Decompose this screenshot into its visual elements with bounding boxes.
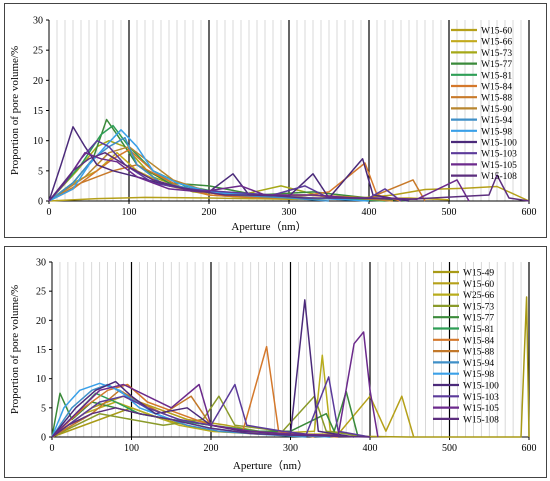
legend-label: W15-90: [481, 105, 512, 115]
series-group: [51, 296, 530, 438]
x-axis-title: Aperture（nm）: [231, 220, 306, 233]
y-tick-label: 0: [41, 433, 46, 444]
x-tick-label: 500: [442, 443, 457, 454]
y-tick-label: 0: [38, 197, 43, 208]
y-tick-label: 5: [38, 166, 43, 177]
legend-label: W15-100: [463, 382, 499, 392]
y-tick-label: 10: [33, 136, 43, 147]
legend-label: W15-77: [463, 314, 494, 324]
series-group: [48, 118, 530, 202]
legend-label: W15-49: [463, 269, 494, 279]
legend: W15-60W15-66W15-73W15-77W15-81W15-84W15-…: [451, 27, 517, 182]
y-tick-label: 25: [33, 46, 43, 57]
legend-label: W15-73: [481, 49, 512, 59]
legend-label: W15-103: [463, 393, 499, 403]
series-line-W15-103: [51, 376, 371, 438]
grid: [51, 262, 530, 437]
series-line-W15-108: [51, 407, 371, 438]
legend-label: W15-94: [463, 359, 494, 369]
legend-label: W15-60: [463, 280, 494, 290]
x-tick-label: 200: [202, 207, 217, 218]
y-tick-label: 15: [36, 345, 46, 356]
y-tick-label: 20: [33, 76, 43, 87]
y-tick-label: 25: [36, 287, 46, 298]
y-tick-label: 5: [41, 403, 46, 414]
y-tick-label: 20: [36, 316, 46, 327]
x-tick-label: 600: [522, 443, 537, 454]
legend-label: W15-105: [481, 161, 517, 171]
x-tick-label: 100: [122, 207, 137, 218]
series-line-W15-108: [48, 151, 530, 202]
legend: W15-49W15-60W25-66W15-73W15-77W15-81W15-…: [433, 269, 499, 425]
legend-label: W15-81: [463, 325, 494, 335]
x-tick-label: 400: [362, 207, 377, 218]
legend-label: W15-81: [481, 71, 512, 81]
legend-label: W15-66: [481, 38, 512, 48]
x-tick-label: 300: [283, 443, 298, 454]
series-line-W15-100: [51, 299, 355, 438]
legend-label: W15-103: [481, 150, 517, 160]
y-tick-label: 10: [36, 374, 46, 385]
y-tick-label: 15: [33, 106, 43, 117]
legend-label: W15-94: [481, 116, 512, 126]
y-axis-title: Proportion of pore volume/%: [9, 285, 21, 414]
legend-label: W15-98: [481, 127, 512, 137]
series-line-W15-77: [48, 118, 410, 202]
x-tick-label: 0: [50, 443, 55, 454]
series-line-W15-105: [51, 331, 379, 438]
chart-panel-bottom: 0 5 10 15 20 25 30 0 100 200 300 400 500 600 Aperture（…: [4, 246, 547, 478]
legend-label: W15-77: [481, 60, 512, 70]
legend-label: W15-88: [481, 94, 512, 104]
chart-panel-top: 0 5 10 15 20 25 30 0 100 200 300 400 500 600 Aperture（…: [4, 3, 547, 238]
x-tick-label: 400: [363, 443, 378, 454]
x-tick-label: 0: [47, 207, 52, 218]
y-tick-label: 30: [36, 258, 46, 269]
legend-label: W15-108: [481, 172, 517, 182]
series-line-W15-60: [51, 395, 415, 438]
legend-label: W15-84: [481, 83, 512, 93]
series-line-W15-84: [51, 345, 315, 438]
legend-label: W15-100: [481, 139, 517, 149]
x-tick-label: 500: [442, 207, 457, 218]
grid: [48, 20, 530, 201]
y-tick-label: 30: [33, 16, 43, 27]
series-line-W15-73: [51, 395, 371, 438]
x-axis-title: Aperture（nm）: [233, 459, 308, 472]
legend-label: W15-60: [481, 27, 512, 37]
x-tick-label: 100: [124, 443, 139, 454]
legend-label: W15-98: [463, 370, 494, 380]
legend-label: W15-105: [463, 404, 499, 414]
legend-label: W15-88: [463, 348, 494, 358]
legend-label: W15-73: [463, 302, 494, 312]
legend-label: W15-108: [463, 415, 499, 425]
x-tick-label: 200: [204, 443, 219, 454]
y-axis-title: Proportion of pore volume/%: [9, 46, 21, 175]
x-tick-label: 600: [522, 207, 537, 218]
series-line-W15-94: [48, 136, 330, 202]
x-tick-label: 300: [282, 207, 297, 218]
legend-label: W25-66: [463, 291, 494, 301]
legend-label: W15-84: [463, 336, 494, 346]
